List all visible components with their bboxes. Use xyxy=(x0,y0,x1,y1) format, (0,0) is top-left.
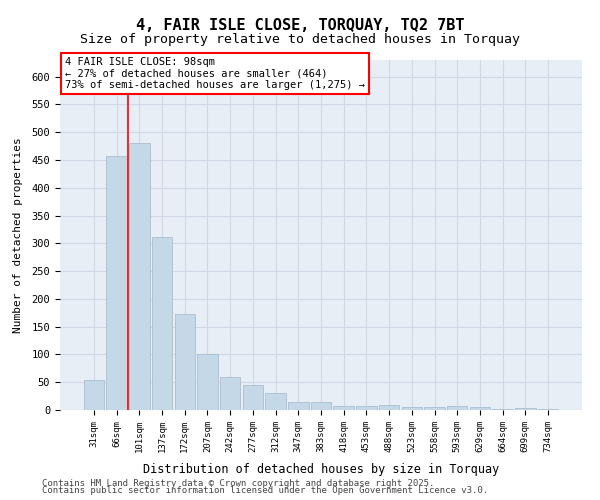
Bar xyxy=(356,406,377,410)
Bar xyxy=(84,380,104,410)
Bar xyxy=(175,314,195,410)
Text: Contains HM Land Registry data © Crown copyright and database right 2025.: Contains HM Land Registry data © Crown c… xyxy=(42,478,434,488)
Bar xyxy=(470,407,490,410)
Bar xyxy=(265,394,286,410)
Bar xyxy=(515,408,536,410)
Bar xyxy=(220,377,241,410)
Bar xyxy=(424,407,445,410)
Bar xyxy=(311,402,331,410)
Text: Contains public sector information licensed under the Open Government Licence v3: Contains public sector information licen… xyxy=(42,486,488,495)
Bar xyxy=(152,236,172,410)
Bar xyxy=(538,409,558,410)
Bar xyxy=(106,156,127,410)
X-axis label: Distribution of detached houses by size in Torquay: Distribution of detached houses by size … xyxy=(143,463,499,476)
Bar xyxy=(379,405,400,410)
Text: Size of property relative to detached houses in Torquay: Size of property relative to detached ho… xyxy=(80,32,520,46)
Text: 4 FAIR ISLE CLOSE: 98sqm
← 27% of detached houses are smaller (464)
73% of semi-: 4 FAIR ISLE CLOSE: 98sqm ← 27% of detach… xyxy=(65,57,365,90)
Bar xyxy=(447,406,467,410)
Bar xyxy=(401,407,422,410)
Bar xyxy=(197,354,218,410)
Bar xyxy=(288,402,308,410)
Bar xyxy=(129,144,149,410)
Text: 4, FAIR ISLE CLOSE, TORQUAY, TQ2 7BT: 4, FAIR ISLE CLOSE, TORQUAY, TQ2 7BT xyxy=(136,18,464,32)
Bar xyxy=(242,385,263,410)
Y-axis label: Number of detached properties: Number of detached properties xyxy=(13,137,23,333)
Bar xyxy=(334,406,354,410)
